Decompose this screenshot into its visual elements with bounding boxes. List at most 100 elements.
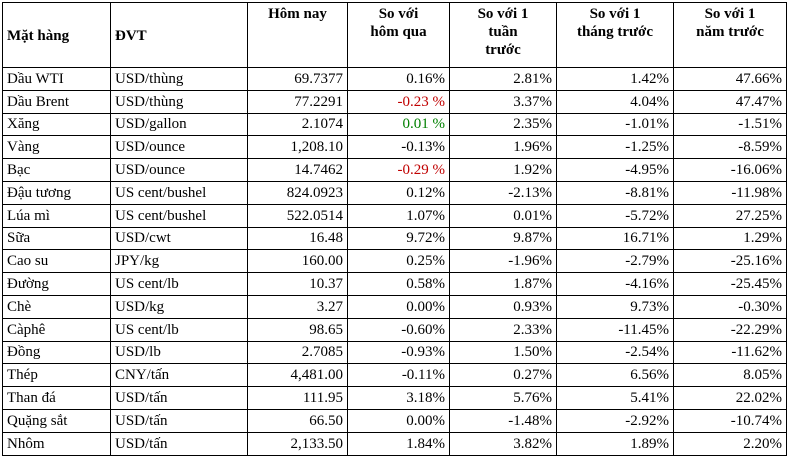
table-cell: 160.00 <box>247 249 348 274</box>
table-cell: 0.12% <box>347 180 450 205</box>
table-cell: USD/cwt <box>110 226 248 251</box>
table-cell: -2.79% <box>556 249 674 274</box>
table-cell: -0.11% <box>347 363 450 388</box>
table-cell: 47.47% <box>673 89 787 114</box>
table-cell: 0.25% <box>347 249 450 274</box>
table-row: Đồng USD/lb 2.7085 -0.93% 1.50% -2.54% -11.62% <box>2 340 787 365</box>
table-cell: -2.92% <box>556 408 674 433</box>
table-row: Dầu Brent USD/thùng 77.2291 -0.23 % 3.37% 4.0… <box>2 89 787 114</box>
table-cell: USD/tấn <box>110 431 248 456</box>
column-header: ĐVT <box>110 2 248 68</box>
table-cell: 14.7462 <box>247 158 348 182</box>
table-cell: Đường <box>2 272 111 296</box>
table-cell: 1.29% <box>673 226 787 251</box>
table-cell: Cao su <box>2 249 111 274</box>
table-cell: 2.33% <box>449 317 557 342</box>
table-cell: JPY/kg <box>110 249 248 274</box>
table-cell: 0.00% <box>347 294 450 319</box>
column-header: So với 1 năm trước <box>673 2 787 68</box>
table-cell: USD/kg <box>110 294 248 319</box>
table-cell: 98.65 <box>247 317 348 342</box>
table-row: Quặng sắt USD/tấn 66.50 0.00% -1.48% -2.92% -1… <box>2 408 787 433</box>
table-cell: 77.2291 <box>247 89 348 114</box>
table-cell: Vàng <box>2 135 111 160</box>
table-cell: 3.18% <box>347 386 450 410</box>
table-cell: USD/thùng <box>110 67 248 91</box>
table-cell: 3.82% <box>449 431 557 456</box>
table-cell: 1.42% <box>556 67 674 91</box>
table-cell: 1.92% <box>449 158 557 182</box>
table-cell: 2.20% <box>673 431 787 456</box>
table-cell: USD/lb <box>110 340 248 365</box>
table-row: Nhôm USD/tấn 2,133.50 1.84% 3.82% 1.89% 2.20% <box>2 431 787 456</box>
table-cell: 47.66% <box>673 67 787 91</box>
table-cell: 2.35% <box>449 112 557 137</box>
table-cell: 2.1074 <box>247 112 348 137</box>
table-row: Chè USD/kg 3.27 0.00% 0.93% 9.73% -0.30% <box>2 294 787 319</box>
table-cell: -4.95% <box>556 158 674 182</box>
column-header: Hôm nay <box>247 2 348 68</box>
table-cell: -8.59% <box>673 135 787 160</box>
table-cell: -0.29 % <box>347 158 450 182</box>
table-cell: -11.62% <box>673 340 787 365</box>
table-cell: Đậu tương <box>2 180 111 205</box>
table-body: Dầu WTI USD/thùng 69.7377 0.16% 2.81% 1.42% 47… <box>2 67 787 456</box>
table-cell: Chè <box>2 294 111 319</box>
table-cell: -16.06% <box>673 158 787 182</box>
column-header: Mặt hàng <box>2 2 111 68</box>
table-cell: 0.00% <box>347 408 450 433</box>
column-header: So với 1 tháng trước <box>556 2 674 68</box>
table-cell: Bạc <box>2 158 111 182</box>
table-cell: 3.27 <box>247 294 348 319</box>
table-cell: Than đá <box>2 386 111 410</box>
table-row: Vàng USD/ounce 1,208.10 -0.13% 1.96% -1.25% -8… <box>2 135 787 160</box>
table-cell: US cent/bushel <box>110 180 248 205</box>
table-cell: Nhôm <box>2 431 111 456</box>
table-cell: Càphê <box>2 317 111 342</box>
table-cell: 22.02% <box>673 386 787 410</box>
table-cell: -0.23 % <box>347 89 450 114</box>
column-header: So với 1 tuần trước <box>449 2 557 68</box>
table-cell: 8.05% <box>673 363 787 388</box>
table-cell: Dầu Brent <box>2 89 111 114</box>
table-cell: Sữa <box>2 226 111 251</box>
table-cell: 3.37% <box>449 89 557 114</box>
header-row: Mặt hàng ĐVT Hôm nay So với hôm qua So với 1… <box>2 2 787 68</box>
table-cell: -11.98% <box>673 180 787 205</box>
table-cell: -25.16% <box>673 249 787 274</box>
table-row: Than đá USD/tấn 111.95 3.18% 5.76% 5.41% 22.02… <box>2 386 787 410</box>
table-cell: 5.76% <box>449 386 557 410</box>
table-cell: 1,208.10 <box>247 135 348 160</box>
table-cell: 9.87% <box>449 226 557 251</box>
table-cell: -2.13% <box>449 180 557 205</box>
table-cell: 1.07% <box>347 203 450 228</box>
table-cell: 522.0514 <box>247 203 348 228</box>
table-cell: -10.74% <box>673 408 787 433</box>
table-cell: -1.96% <box>449 249 557 274</box>
table-cell: -0.60% <box>347 317 450 342</box>
table-cell: Quặng sắt <box>2 408 111 433</box>
table-row: Đường US cent/lb 10.37 0.58% 1.87% -4.16% -25.… <box>2 272 787 296</box>
table-cell: USD/ounce <box>110 135 248 160</box>
table-row: Sữa USD/cwt 16.48 9.72% 9.87% 16.71% 1.29% <box>2 226 787 251</box>
table-cell: -1.48% <box>449 408 557 433</box>
table-cell: -0.13% <box>347 135 450 160</box>
table-row: Bạc USD/ounce 14.7462 -0.29 % 1.92% -4.95% -16… <box>2 158 787 182</box>
table-cell: 9.73% <box>556 294 674 319</box>
table-cell: -11.45% <box>556 317 674 342</box>
table-cell: 5.41% <box>556 386 674 410</box>
table-cell: 4.04% <box>556 89 674 114</box>
table-cell: 27.25% <box>673 203 787 228</box>
table-cell: 1.84% <box>347 431 450 456</box>
table-cell: -25.45% <box>673 272 787 296</box>
column-header: So với hôm qua <box>347 2 450 68</box>
table-cell: -1.51% <box>673 112 787 137</box>
table-cell: 0.16% <box>347 67 450 91</box>
table-row: Đậu tương US cent/bushel 824.0923 0.12% -2.1… <box>2 180 787 205</box>
table-cell: 0.01% <box>449 203 557 228</box>
table-row: Lúa mì US cent/bushel 522.0514 1.07% 0.01% -5… <box>2 203 787 228</box>
table-cell: 0.27% <box>449 363 557 388</box>
table-cell: CNY/tấn <box>110 363 248 388</box>
table-cell: -22.29% <box>673 317 787 342</box>
